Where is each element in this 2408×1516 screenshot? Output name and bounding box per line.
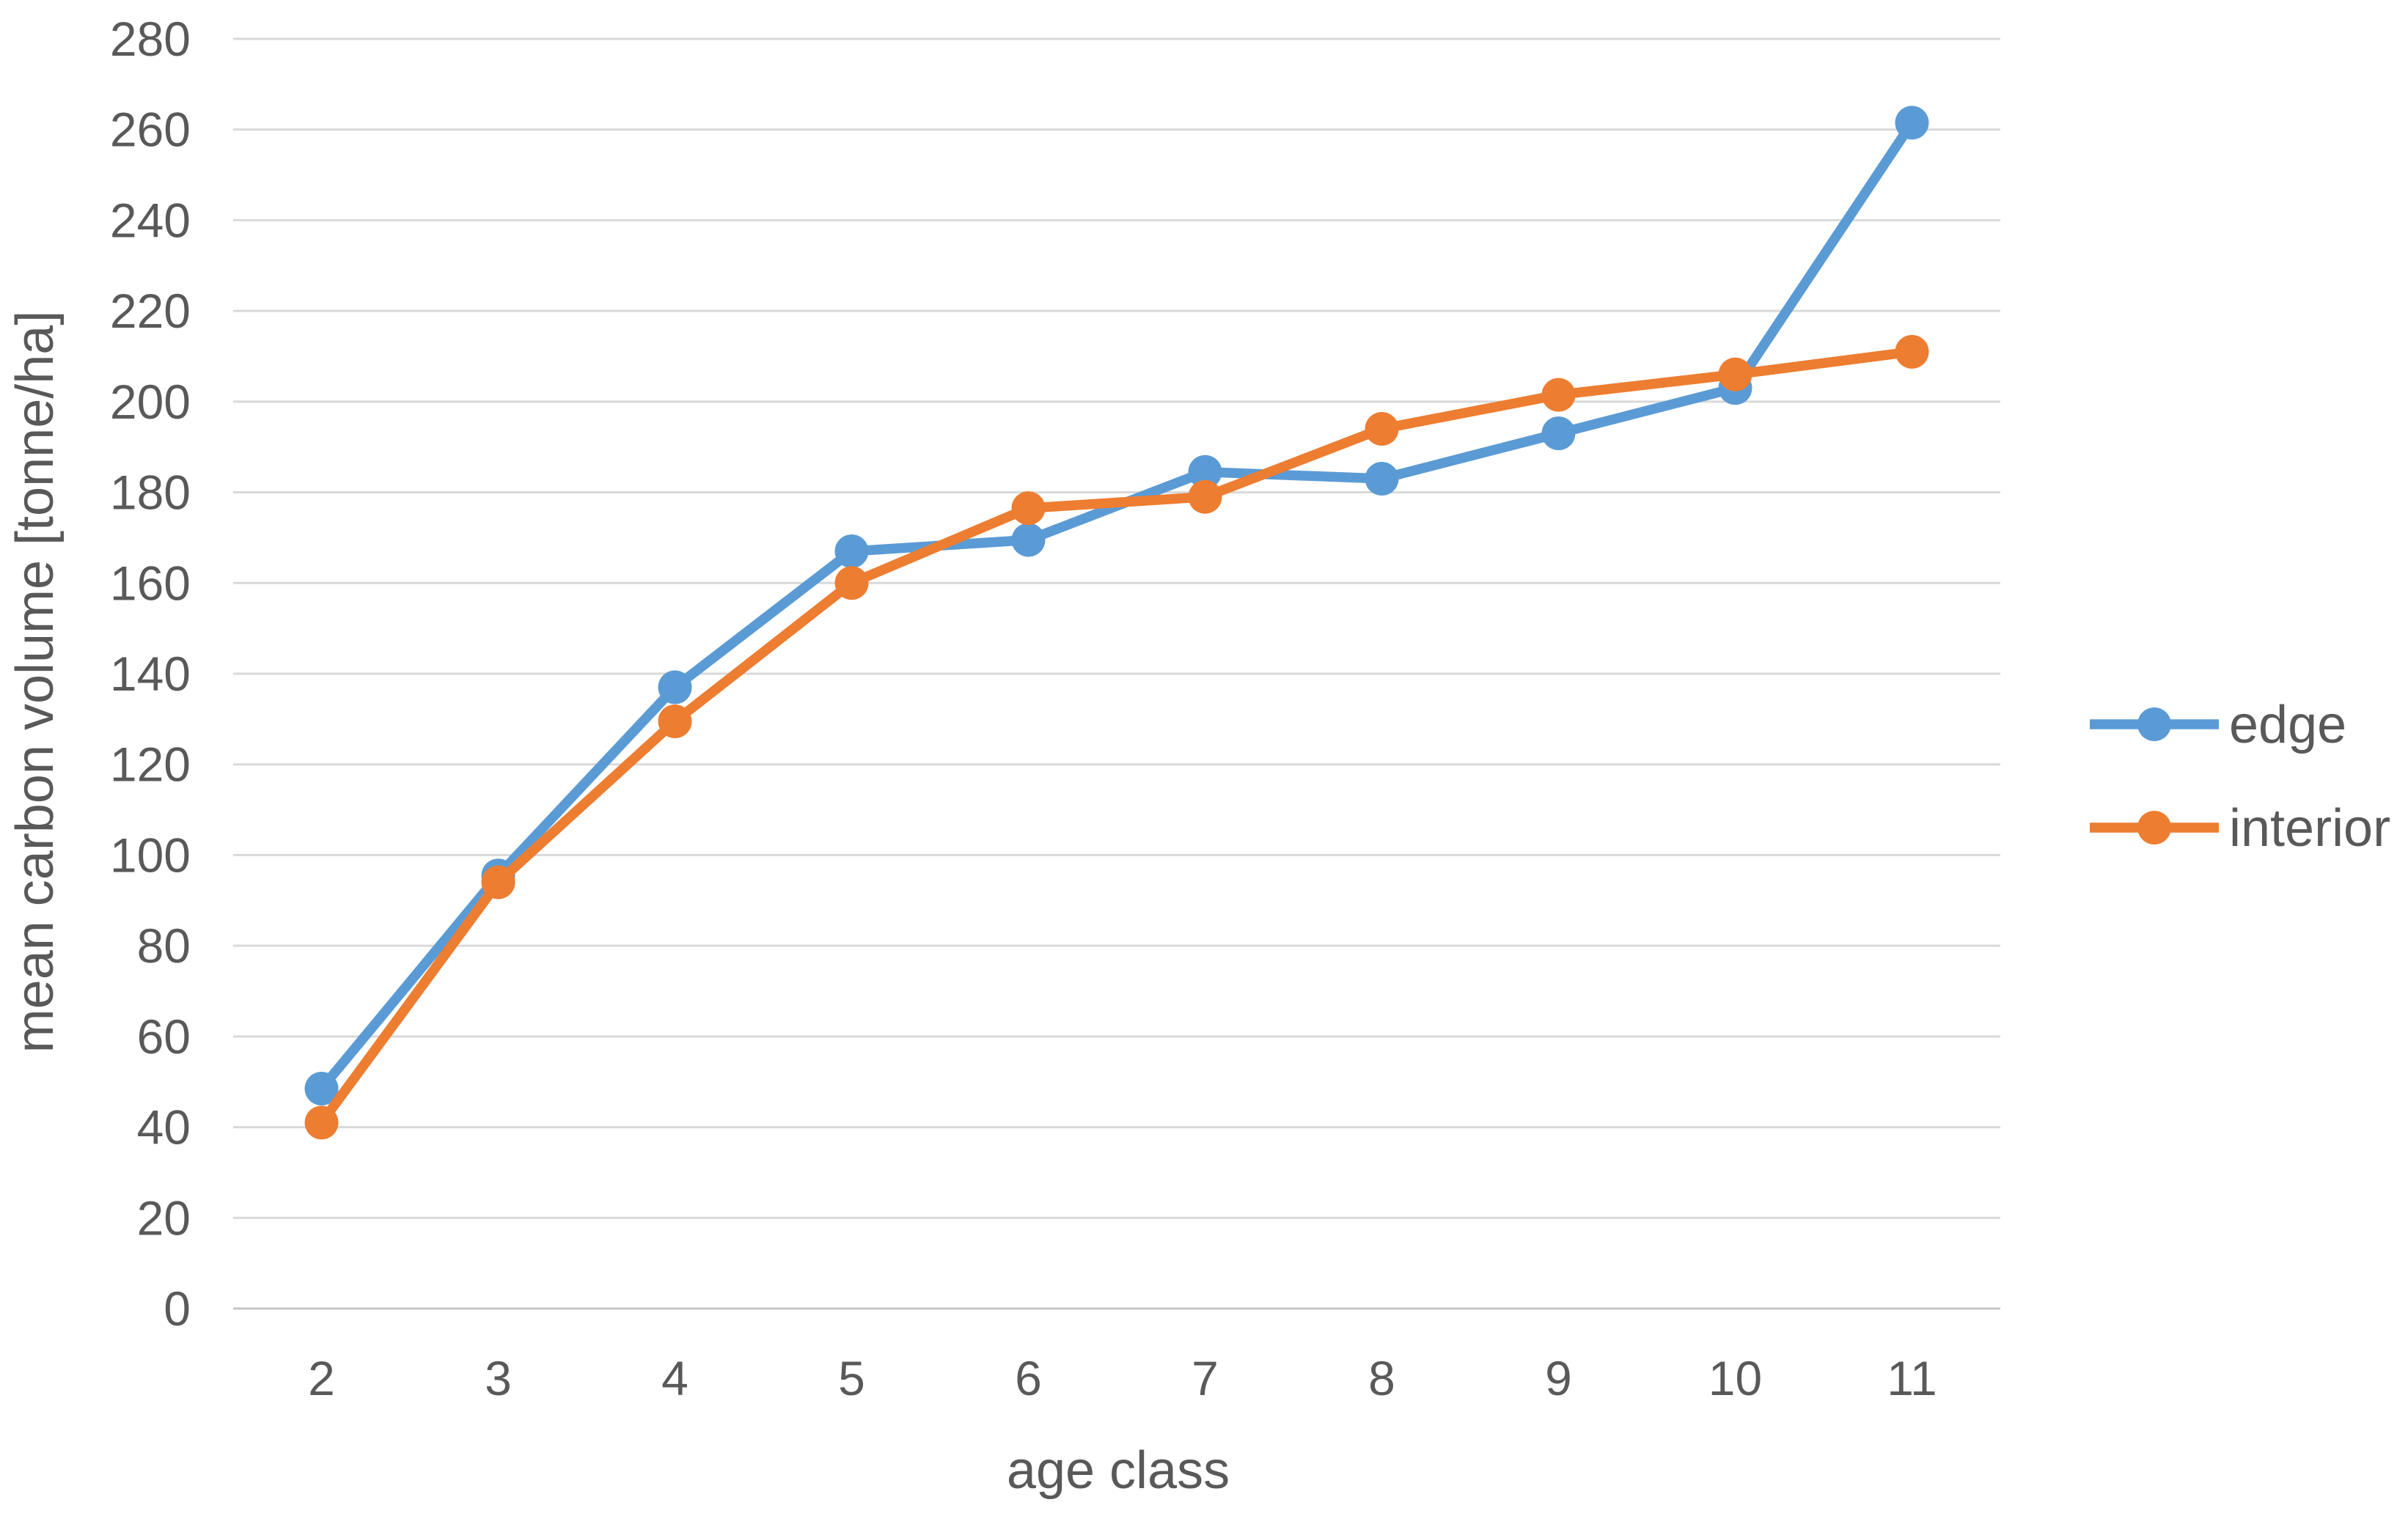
x-tick-label: 3 (485, 1351, 512, 1405)
axis-ticks-layer: 0 20 40 60 80 100 120 140 160 180 200 220 240 260 280 2… (110, 12, 1937, 1405)
x-tick-label: 7 (1192, 1351, 1219, 1405)
edge-marker (658, 670, 692, 704)
series-layer (304, 106, 1929, 1140)
edge-marker (1895, 106, 1929, 140)
edge-marker (1541, 416, 1576, 451)
legend-item-edge: edge (2090, 696, 2346, 754)
y-tick-label: 100 (110, 828, 191, 882)
edge-marker (834, 534, 869, 568)
y-tick-label: 140 (110, 647, 191, 701)
interior-marker (1011, 491, 1046, 526)
interior-marker (1541, 378, 1576, 412)
x-tick-label: 6 (1015, 1351, 1042, 1405)
edge-marker (1188, 455, 1222, 489)
legend-swatch-marker-edge (2137, 707, 2171, 741)
y-tick-label: 0 (164, 1281, 191, 1336)
interior-marker (1188, 479, 1222, 514)
edge-marker (1011, 523, 1046, 557)
x-tick-label: 10 (1708, 1351, 1762, 1405)
edge-marker (304, 1071, 339, 1105)
interior-marker (1365, 411, 1399, 446)
x-tick-label: 2 (308, 1351, 335, 1405)
y-axis-title: mean carbon volume [tonne/ha] (6, 311, 65, 1053)
interior-marker (481, 865, 515, 899)
x-tick-label: 8 (1368, 1351, 1395, 1405)
x-tick-label: 5 (838, 1351, 865, 1405)
legend-swatch-marker-interior (2137, 811, 2171, 845)
interior-marker (1718, 357, 1752, 391)
interior-marker (304, 1105, 339, 1140)
y-tick-label: 40 (137, 1100, 191, 1155)
y-tick-label: 180 (110, 466, 191, 520)
y-tick-label: 20 (137, 1191, 191, 1245)
y-tick-label: 240 (110, 193, 191, 247)
interior-marker (834, 566, 869, 600)
y-tick-label: 120 (110, 737, 191, 792)
legend: edge interior (2090, 696, 2390, 858)
gridlines-layer (233, 37, 2000, 1310)
y-tick-label: 60 (137, 1009, 191, 1064)
edge-series-line (316, 117, 1917, 1094)
x-tick-label: 11 (1887, 1351, 1937, 1405)
x-tick-label: 4 (661, 1351, 689, 1405)
x-tick-label: 9 (1545, 1351, 1572, 1405)
y-tick-label: 220 (110, 284, 191, 338)
x-axis-title: age class (1007, 1441, 1230, 1500)
legend-label-edge: edge (2229, 696, 2346, 754)
interior-marker (1895, 334, 1929, 369)
y-tick-label: 80 (137, 919, 191, 973)
y-tick-label: 280 (110, 12, 191, 66)
interior-marker (658, 704, 692, 738)
legend-label-interior: interior (2229, 799, 2390, 858)
y-tick-label: 260 (110, 103, 191, 157)
edge-marker (1365, 462, 1399, 496)
y-tick-label: 160 (110, 556, 191, 610)
y-tick-label: 200 (110, 375, 191, 429)
interior-series-line (316, 347, 1917, 1128)
legend-item-interior: interior (2090, 799, 2390, 858)
